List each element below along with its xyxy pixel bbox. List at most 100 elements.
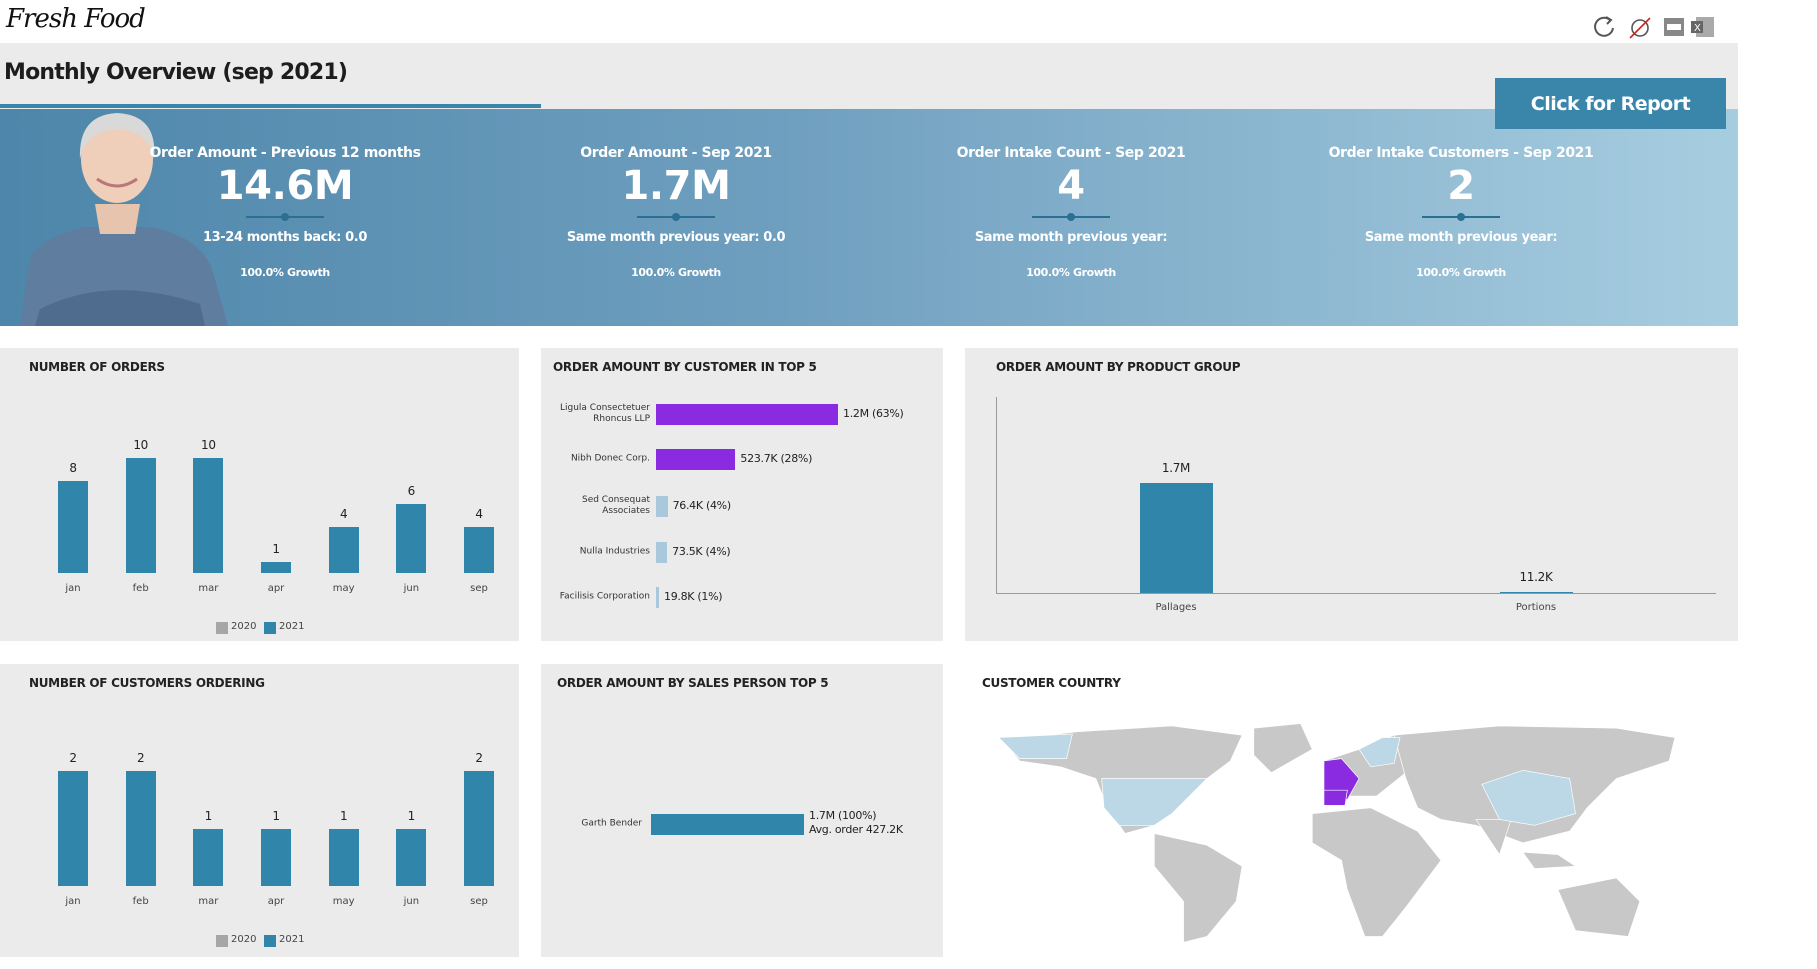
kpi-label: Order Intake Customers - Sep 2021 (1328, 145, 1594, 161)
bar (261, 828, 291, 886)
panel-title: ORDER AMOUNT BY CUSTOMER IN TOP 5 (553, 360, 817, 374)
map-panel: CUSTOMER COUNTRY (965, 664, 1738, 957)
filter-off-icon[interactable] (1629, 17, 1651, 39)
legend-swatch (264, 622, 276, 634)
header-band (0, 43, 1738, 109)
bar (656, 587, 659, 608)
bar-value-label: 10 (133, 438, 148, 452)
refresh-icon[interactable] (1594, 16, 1614, 37)
pdf-icon[interactable] (1664, 18, 1684, 36)
panel-title: NUMBER OF ORDERS (29, 360, 165, 374)
panel-title: ORDER AMOUNT BY PRODUCT GROUP (996, 360, 1241, 374)
bar-value-label: 10 (200, 438, 216, 452)
x-tick-label: sep (470, 896, 488, 907)
x-tick-label: mar (198, 896, 219, 907)
bar (1140, 483, 1213, 593)
panel-title: CUSTOMER COUNTRY (982, 676, 1121, 690)
x-tick-label: may (332, 583, 355, 594)
bar-value-label: 11.2K (1519, 570, 1553, 585)
svg-text:X: X (1694, 23, 1701, 34)
bar-value-label: 1 (407, 808, 416, 823)
x-tick-label: apr (267, 583, 285, 594)
y-tick-label: Sed Consequat Associates (581, 495, 650, 516)
chart-panel: NUMBER OF ORDERS jan 8 feb 10 mar 10 apr 1 may 4 ju… (0, 348, 519, 641)
bar-value-label: 2 (69, 751, 77, 765)
x-tick-label: Pallages (1155, 602, 1197, 613)
chart-panel: NUMBER OF CUSTOMERS ORDERING jan 2 feb 2 mar 1… (0, 664, 519, 957)
bar-value-label: 4 (475, 507, 483, 521)
title-underline (0, 104, 541, 108)
x-tick-label: may (332, 896, 355, 907)
x-tick-label: Portions (1515, 602, 1557, 613)
x-tick-label: apr (267, 896, 285, 907)
y-tick-label: Facilisis Corporation (559, 591, 650, 602)
x-tick-label: jan (65, 896, 81, 907)
panel-title: NUMBER OF CUSTOMERS ORDERING (29, 676, 265, 690)
x-tick-label: feb (132, 583, 149, 594)
bar-value-label: 1 (204, 808, 213, 823)
bar (328, 828, 359, 886)
kpi-sub: 13-24 months back: 0.0 (203, 230, 367, 245)
y-tick-label: Garth Bender (581, 818, 642, 829)
bar (58, 771, 88, 886)
bar-value-label: 4 (339, 507, 348, 521)
excel-icon[interactable]: X (1691, 17, 1714, 37)
kpi-label: Order Amount - Sep 2021 (580, 145, 772, 161)
kpi-value: 4 (1057, 163, 1085, 209)
kpi-sub: Same month previous year: (974, 230, 1168, 245)
legend-swatch (216, 935, 228, 947)
kpi-value: 1.7M (621, 163, 731, 209)
bar-value-label: 1 (339, 808, 348, 823)
bar (464, 771, 494, 886)
report-button[interactable]: Click for Report (1495, 78, 1726, 129)
legend-label: 2020 (231, 621, 257, 632)
bar-value-label: 1 (272, 541, 280, 556)
x-tick-label: mar (198, 583, 219, 594)
bar (396, 504, 427, 573)
legend-label: 2021 (279, 934, 305, 945)
chart-panel: ORDER AMOUNT BY SALES PERSON TOP 5 Garth … (541, 664, 943, 957)
bar (396, 828, 427, 886)
legend-label: 2020 (231, 934, 257, 945)
bar-value-label: 1.7M (100%) (809, 809, 877, 822)
panel-title: ORDER AMOUNT BY SALES PERSON TOP 5 (557, 676, 829, 690)
x-tick-label: jun (403, 896, 420, 907)
kpi-label: Order Intake Count - Sep 2021 (956, 145, 1186, 161)
chart-panel: ORDER AMOUNT BY PRODUCT GROUP 1.7M Pallage… (965, 348, 1738, 641)
bar (656, 404, 838, 425)
x-tick-label: feb (132, 896, 149, 907)
bar (651, 814, 804, 835)
kpi-dot (672, 213, 680, 221)
x-tick-label: jan (65, 583, 81, 594)
bar (125, 771, 156, 886)
kpi-value: 14.6M (216, 163, 354, 209)
bar-value-label: 1 (272, 808, 280, 823)
annotation: Avg. order 427.2K (809, 823, 903, 836)
legend-label: 2021 (279, 621, 305, 632)
kpi-label: Order Amount - Previous 12 months (149, 145, 421, 161)
bar-value-label: 523.7K (28%) (740, 452, 813, 465)
legend-swatch (264, 935, 276, 947)
bar (261, 561, 291, 573)
x-axis (996, 593, 1716, 594)
bar (464, 527, 494, 573)
x-tick-label: sep (470, 583, 488, 594)
bar-value-label: 6 (407, 484, 416, 498)
y-axis (996, 397, 997, 593)
toolbar-icons: X (1594, 16, 1714, 39)
chart-panel: ORDER AMOUNT BY CUSTOMER IN TOP 5 Ligula … (541, 348, 943, 641)
kpi-dot (1067, 213, 1075, 221)
bar-value-label: 1.2M (63%) (843, 407, 904, 420)
bar-value-label: 73.5K (4%) (672, 545, 731, 558)
x-tick-label: jun (403, 583, 420, 594)
kpi-dot (281, 213, 289, 221)
y-tick-label: Nibh Donec Corp. (570, 453, 650, 464)
bar (656, 449, 736, 470)
person-photo (20, 113, 228, 326)
bar-value-label: 1.7M (1161, 461, 1191, 475)
kpi-growth: 100.0% Growth (1026, 266, 1116, 279)
kpi-dot (1457, 213, 1465, 221)
bar (656, 542, 668, 563)
world-map (997, 723, 1676, 943)
bar-value-label: 8 (69, 461, 77, 475)
